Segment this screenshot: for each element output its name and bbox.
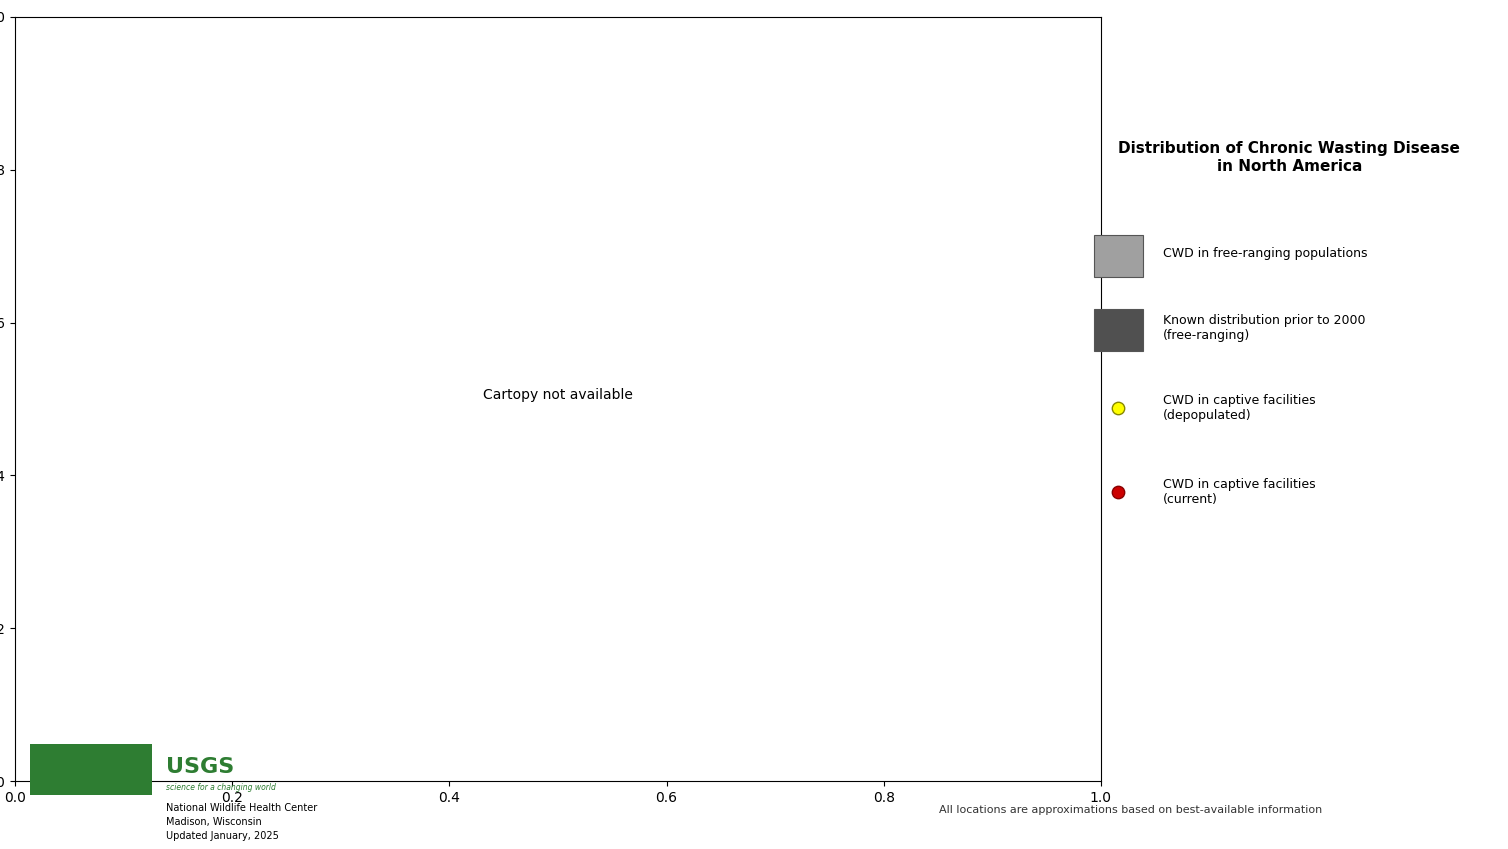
FancyBboxPatch shape xyxy=(1093,310,1143,351)
Text: Cartopy not available: Cartopy not available xyxy=(483,388,633,402)
Text: Madison, Wisconsin: Madison, Wisconsin xyxy=(166,818,261,827)
Text: Distribution of Chronic Wasting Disease
in North America: Distribution of Chronic Wasting Disease … xyxy=(1119,141,1460,174)
Text: Known distribution prior to 2000
(free-ranging): Known distribution prior to 2000 (free-r… xyxy=(1163,314,1366,342)
Text: science for a changing world: science for a changing world xyxy=(166,783,276,792)
Text: All locations are approximations based on best-available information: All locations are approximations based o… xyxy=(939,805,1323,815)
Text: Updated January, 2025: Updated January, 2025 xyxy=(166,831,279,841)
Text: CWD in free-ranging populations: CWD in free-ranging populations xyxy=(1163,247,1368,260)
Text: CWD in captive facilities
(current): CWD in captive facilities (current) xyxy=(1163,478,1316,505)
FancyBboxPatch shape xyxy=(1093,234,1143,277)
Text: USGS: USGS xyxy=(166,757,234,777)
FancyBboxPatch shape xyxy=(30,744,152,795)
Text: National Wildlife Health Center: National Wildlife Health Center xyxy=(166,803,317,812)
Text: CWD in captive facilities
(depopulated): CWD in captive facilities (depopulated) xyxy=(1163,394,1316,421)
